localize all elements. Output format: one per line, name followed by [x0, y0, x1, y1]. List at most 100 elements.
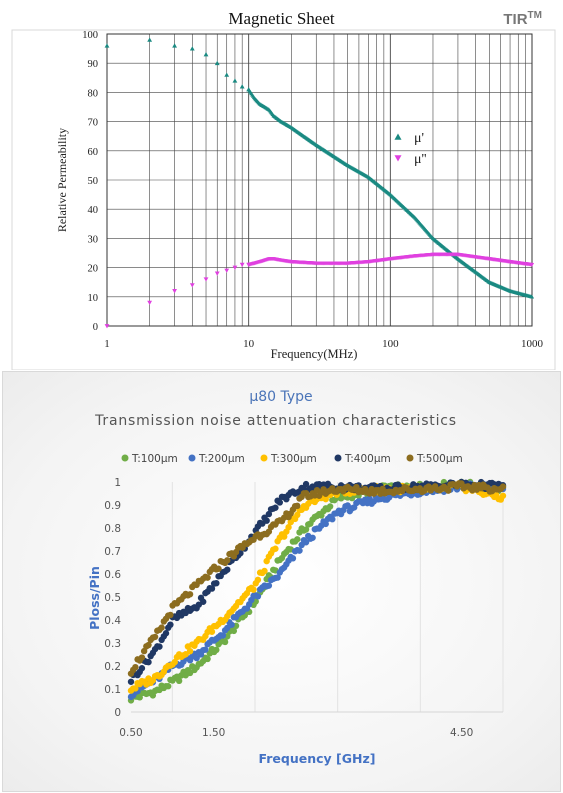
y-tick-label: 40 [88, 205, 99, 216]
x-tick-label: 1 [104, 338, 110, 350]
series-point [499, 483, 507, 490]
series-point [224, 557, 231, 564]
y-tick-label: 0.2 [104, 661, 121, 673]
series-point [175, 677, 183, 685]
y-tick-label: 0.6 [104, 569, 121, 581]
x-axis-title: Frequency [GHz] [259, 751, 376, 766]
y-tick-label: 20 [88, 264, 99, 275]
mu-prime-point [239, 84, 245, 89]
y-tick-label: 60 [88, 147, 99, 158]
y-tick-label: 70 [88, 118, 99, 129]
y-tick-label: 0.1 [104, 684, 121, 696]
y-tick-label: 0.8 [104, 523, 121, 535]
series-point [272, 545, 279, 552]
series-point [499, 492, 507, 499]
legend-marker [121, 454, 129, 462]
legend-marker [406, 454, 414, 462]
attenuation-chart: μ80 Type Transmission noise attenuation c… [87, 389, 507, 766]
series-point [458, 480, 465, 487]
x-axis-title: Frequency(MHz) [271, 347, 358, 361]
series-point [127, 678, 135, 685]
legend-marker [188, 454, 196, 462]
series-point [329, 516, 336, 523]
mu-prime-point [232, 78, 238, 83]
series-point [254, 576, 262, 584]
series-point [289, 555, 297, 562]
series-point [261, 567, 268, 575]
legend-label-mu-prime: μ' [414, 131, 424, 146]
brand-superscript: TM [527, 10, 542, 21]
series-point [215, 565, 222, 572]
mu-double-prime-point [172, 289, 177, 294]
series-point [263, 517, 270, 524]
y-tick-label: 50 [88, 176, 99, 187]
mu-double-prime-point [232, 265, 238, 270]
y-tick-label: 0.5 [104, 592, 121, 604]
series-point [265, 582, 273, 589]
y-tick-label: 1 [114, 477, 121, 489]
legend-marker [334, 454, 342, 462]
series-point [285, 524, 292, 531]
y-tick-label: 0.4 [104, 615, 121, 627]
mu-prime-point [203, 52, 209, 57]
y-tick-label: 0 [114, 707, 121, 719]
y-tick-label: 0.3 [104, 638, 121, 650]
series-point [193, 654, 200, 662]
series-point [296, 547, 303, 554]
legend-marker-mu-double-prime [394, 155, 402, 162]
series-point [145, 641, 152, 649]
series-point [302, 539, 310, 546]
series-point [140, 647, 148, 655]
mu-prime-point [147, 37, 153, 42]
y-axis-title: Ploss/Pin [87, 566, 102, 630]
series-point [208, 628, 216, 635]
mu-double-prime-point [189, 283, 195, 288]
top-chart-panel: Magnetic Sheet TIRTM 0 10 20 30 40 50 60 70 80 90… [0, 0, 563, 370]
y-tick-label: 0.9 [104, 500, 121, 512]
legend-label: T:200μm [198, 453, 245, 465]
series-point [265, 510, 273, 518]
mu-prime-point [224, 72, 230, 77]
x-tick-label: 0.50 [119, 727, 142, 739]
series-point [204, 655, 211, 663]
series-point [294, 536, 301, 543]
series-point [156, 643, 163, 650]
series-point [132, 685, 139, 692]
y-tick-label: 100 [82, 30, 98, 41]
y-axis-title: Relative Permeability [55, 128, 69, 232]
series-point [322, 495, 329, 503]
series-point [167, 621, 174, 628]
series-point [250, 586, 257, 593]
series-point [132, 663, 139, 671]
chart-title: Magnetic Sheet [228, 9, 335, 28]
series-point [138, 654, 146, 661]
series-point [219, 632, 227, 639]
series-point [302, 526, 310, 533]
series-point [322, 520, 329, 528]
series-point [276, 499, 283, 506]
series-point [208, 585, 216, 592]
series-point [158, 624, 165, 631]
x-tick-label: 4.50 [450, 727, 473, 739]
mu-double-prime-point [529, 263, 535, 267]
x-tick-label: 10 [243, 338, 255, 350]
legend-label: T:400μm [344, 453, 391, 465]
y-tick-label: 10 [88, 293, 99, 304]
brand-logo: TIRTM [503, 10, 542, 28]
panel-border [11, 29, 556, 370]
x-tick-label: 1.50 [202, 727, 225, 739]
series-point [186, 591, 194, 598]
mu-double-prime-point [239, 262, 245, 268]
series-point [228, 621, 235, 628]
y-tick-label: 0 [93, 322, 98, 333]
series-point [302, 480, 310, 488]
series-point [145, 658, 152, 666]
series-point [254, 593, 262, 600]
series-point [171, 658, 178, 666]
series-point [186, 647, 194, 655]
legend-label: T:500μm [416, 453, 463, 465]
legend-marker-mu-prime [394, 133, 402, 140]
y-tick-label: 30 [88, 234, 99, 245]
series-point [200, 598, 207, 605]
series-point [280, 533, 288, 540]
